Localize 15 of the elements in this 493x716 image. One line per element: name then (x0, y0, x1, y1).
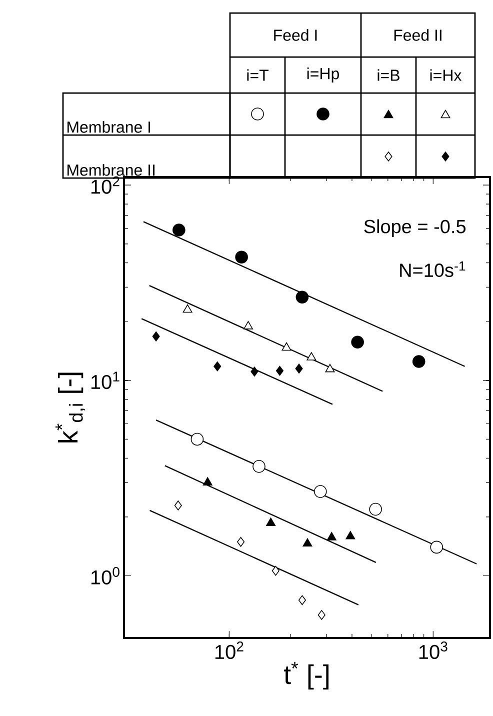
text: i=B (378, 69, 400, 81)
text: i=Hp (307, 68, 339, 82)
x-tick-label: 10$^{3}$ (419, 642, 448, 660)
y-tick-label: 10$^{1}$ (91, 372, 120, 390)
x-axis-title: t$^{*}$ [-] (284, 662, 329, 690)
y-axis-title: k$^{*}$$_{d,i}$ [-] (55, 372, 86, 442)
annotation: Slope = -0.5 (364, 219, 466, 238)
text: Membrane I (68, 121, 150, 133)
text: i=Hx (430, 69, 462, 81)
text: i=T (247, 69, 268, 81)
text: Feed II (394, 29, 442, 41)
annotation: N=10s$^{-1}$ (400, 261, 466, 278)
text: Membrane II (68, 164, 155, 176)
y-tick-label: 10$^{0}$ (91, 566, 120, 584)
text: Feed I (274, 29, 317, 41)
